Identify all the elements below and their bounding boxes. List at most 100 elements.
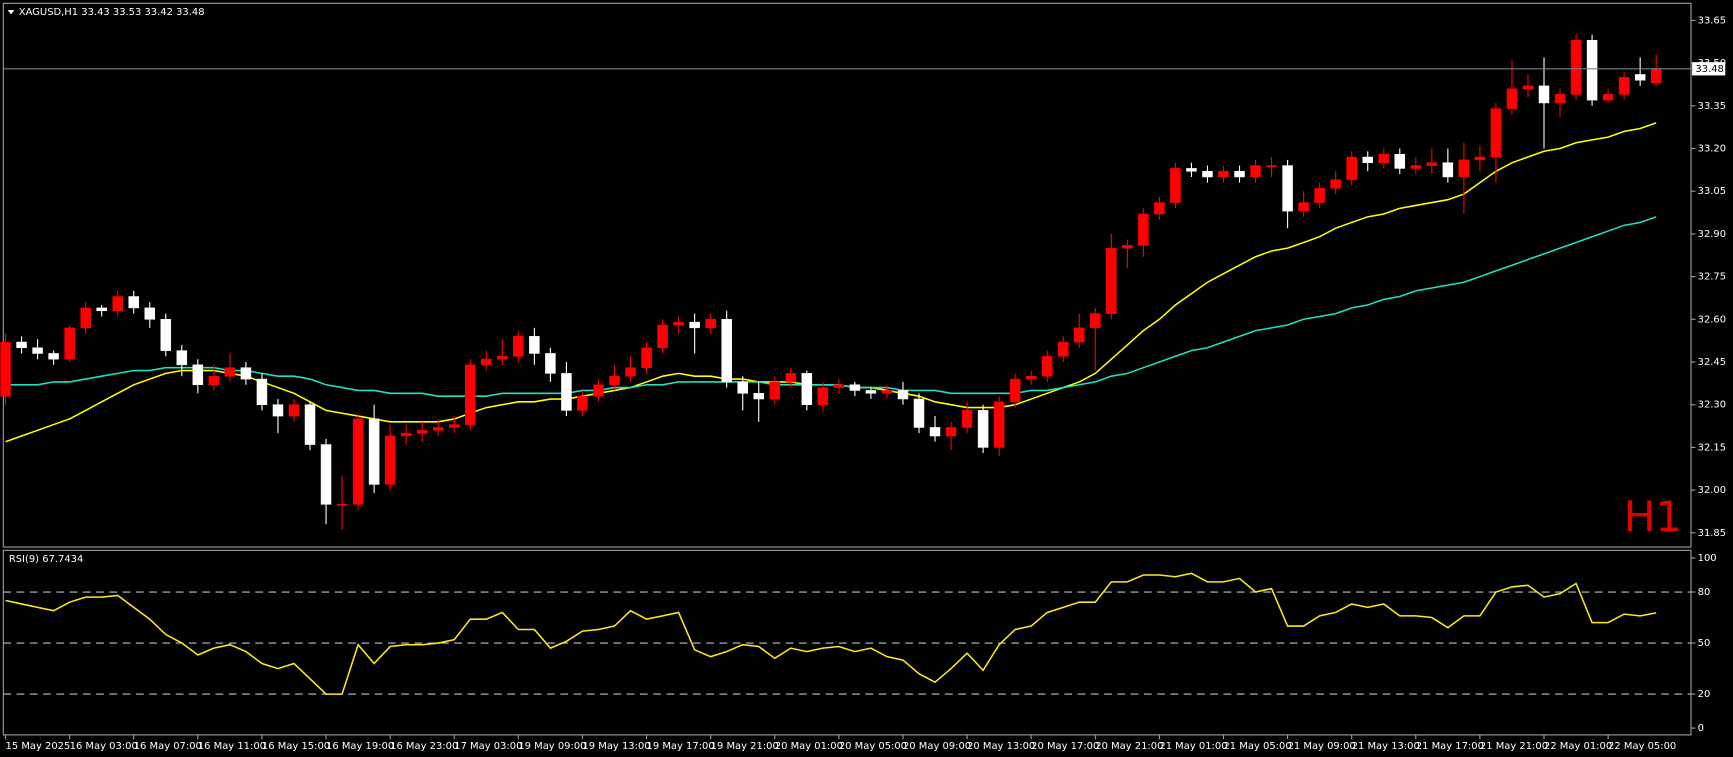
candle-body	[448, 424, 460, 428]
candle-body	[1266, 165, 1277, 167]
x-tick-label: 17 May 03:00	[454, 741, 522, 752]
candle-body	[1554, 94, 1566, 104]
candle-body	[1330, 179, 1341, 189]
candle-body	[352, 418, 364, 505]
candle-body	[1346, 156, 1357, 181]
candle-body	[865, 390, 877, 394]
candle-body	[1602, 94, 1614, 101]
candle-body	[1394, 153, 1406, 169]
candle-body	[128, 296, 139, 309]
candle-body	[737, 381, 748, 394]
candle-body	[1378, 153, 1389, 164]
timeframe-annotation: H1	[1624, 492, 1682, 541]
candle-body	[80, 307, 91, 329]
current-price-label: 33.48	[1695, 64, 1723, 75]
candle-body	[1282, 165, 1293, 212]
candle-body	[529, 336, 540, 354]
candle-body	[641, 347, 652, 368]
candle-body	[753, 393, 764, 400]
candle-body	[961, 410, 973, 428]
y-tick-label: 32.75	[1698, 272, 1726, 283]
candle-body	[625, 367, 636, 377]
candle-body	[144, 307, 156, 320]
x-tick-label: 16 May 03:00	[70, 741, 138, 752]
candle-body	[785, 373, 797, 383]
candle-body	[1586, 40, 1598, 101]
x-tick-label: 21 May 05:00	[1223, 741, 1291, 752]
x-tick-label: 22 May 05:00	[1608, 741, 1676, 752]
y-tick-label: 0	[1698, 723, 1704, 734]
candle-body	[1474, 156, 1486, 161]
candle-body	[288, 404, 300, 417]
candle-body	[1490, 108, 1502, 158]
x-tick-label: 21 May 09:00	[1288, 741, 1356, 752]
candle-body	[416, 430, 428, 434]
candle-body	[609, 375, 620, 386]
x-tick-label: 15 May 2025	[6, 741, 71, 752]
x-tick-label: 20 May 09:00	[903, 741, 971, 752]
candle-body	[32, 347, 43, 354]
candle-body	[881, 390, 893, 394]
x-tick-label: 21 May 01:00	[1159, 741, 1227, 752]
candle-body	[1090, 313, 1101, 329]
candle-body	[593, 384, 604, 397]
candle-body	[1202, 170, 1213, 178]
x-tick-label: 21 May 13:00	[1352, 741, 1420, 752]
candle-body	[192, 364, 204, 386]
x-tick-label: 19 May 09:00	[518, 741, 586, 752]
y-tick-label: 32.00	[1698, 485, 1726, 496]
moving-average-line	[5, 216, 1657, 397]
x-tick-label: 20 May 17:00	[1031, 741, 1099, 752]
candle-body	[1138, 213, 1149, 246]
candle-body	[1458, 159, 1470, 178]
candle-body	[545, 353, 556, 374]
candle-body	[1025, 375, 1037, 380]
y-tick-label: 32.45	[1698, 357, 1726, 368]
candle-body	[465, 364, 476, 425]
candle-body	[64, 327, 75, 360]
candle-body	[384, 435, 396, 485]
candle-body	[849, 384, 861, 391]
candle-body	[96, 307, 107, 312]
x-tick-label: 19 May 17:00	[647, 741, 715, 752]
x-tick-label: 16 May 11:00	[198, 741, 266, 752]
candle-body	[1074, 327, 1085, 343]
x-tick-label: 19 May 13:00	[582, 741, 650, 752]
candle-body	[160, 319, 172, 351]
candle-body	[513, 336, 524, 357]
candle-body	[929, 427, 941, 437]
y-tick-label: 33.05	[1698, 186, 1726, 197]
candle-body	[689, 321, 700, 329]
candle-body	[1426, 162, 1438, 166]
candle-body	[240, 367, 252, 380]
candle-body	[112, 296, 123, 312]
x-tick-label: 21 May 21:00	[1480, 741, 1548, 752]
candle-body	[336, 504, 348, 506]
candle-body	[400, 432, 412, 437]
candle-body	[945, 427, 957, 437]
candle-body	[304, 404, 316, 445]
candle-body	[1442, 162, 1454, 178]
candle-body	[705, 319, 716, 329]
candle-body	[817, 387, 829, 405]
x-tick-label: 20 May 01:00	[775, 741, 843, 752]
candle-body	[481, 358, 492, 366]
candle-body	[1234, 170, 1245, 178]
candle-body	[657, 324, 668, 349]
candle-body	[320, 444, 332, 505]
candle-body	[176, 350, 188, 366]
x-tick-label: 16 May 19:00	[326, 741, 394, 752]
candle-body	[0, 341, 11, 397]
y-tick-label: 33.35	[1698, 101, 1726, 112]
y-tick-label: 20	[1698, 689, 1711, 700]
candle-body	[977, 410, 989, 448]
y-tick-label: 32.90	[1698, 229, 1726, 240]
x-tick-label: 21 May 17:00	[1416, 741, 1484, 752]
y-tick-label: 33.20	[1698, 143, 1726, 154]
candle-body	[48, 353, 59, 360]
moving-average-line	[5, 122, 1657, 443]
candle-body	[432, 427, 444, 431]
candle-body	[1634, 74, 1646, 81]
